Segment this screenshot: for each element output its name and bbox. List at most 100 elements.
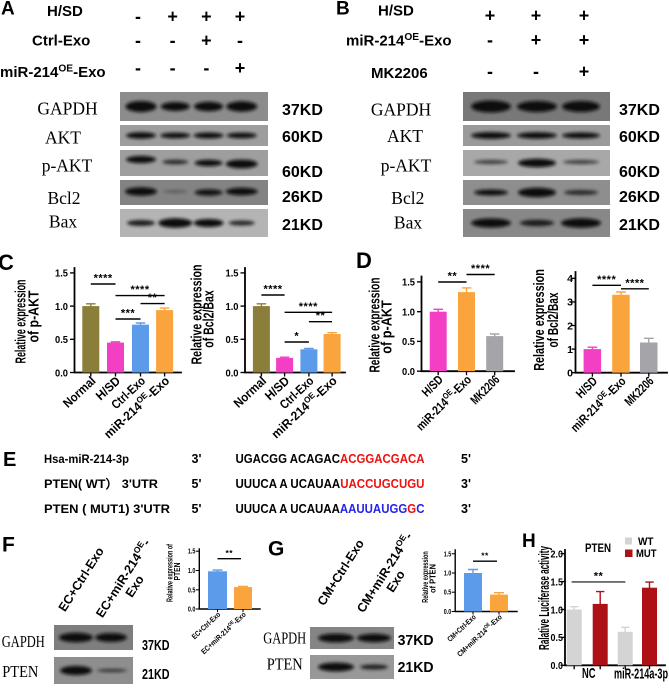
svg-text:PTEN( WT） 3'UTR: PTEN( WT） 3'UTR: [44, 476, 158, 491]
svg-text:**: **: [225, 548, 233, 558]
svg-text:of p-AKT: of p-AKT: [27, 290, 43, 342]
svg-text:+: +: [235, 7, 246, 27]
svg-text:0.0: 0.0: [551, 660, 564, 672]
svg-text:37KD: 37KD: [282, 102, 323, 119]
svg-text:60KD: 60KD: [619, 164, 660, 181]
svg-text:3: 3: [567, 297, 573, 309]
svg-text:****: ****: [94, 273, 113, 285]
svg-text:****: ****: [130, 284, 149, 296]
svg-text:0.5: 0.5: [402, 336, 415, 348]
svg-text:GAPDH: GAPDH: [371, 100, 432, 120]
svg-text:MK2206: MK2206: [371, 65, 428, 82]
svg-text:Relative expression: Relative expression: [368, 278, 384, 373]
svg-text:of Bcl2/Bax: of Bcl2/Bax: [545, 292, 562, 347]
svg-text:AKT: AKT: [387, 126, 423, 146]
svg-text:1: 1: [567, 344, 573, 356]
svg-text:MUT: MUT: [636, 548, 657, 560]
svg-text:**: **: [594, 570, 604, 582]
svg-text:5': 5': [192, 502, 202, 516]
svg-text:1.0: 1.0: [551, 604, 564, 616]
svg-text:37KD: 37KD: [619, 102, 660, 119]
svg-text:0.0: 0.0: [226, 367, 239, 379]
svg-text:Bcl2: Bcl2: [391, 188, 424, 208]
svg-text:1.5: 1.5: [551, 576, 564, 588]
svg-text:0.5: 0.5: [551, 632, 564, 644]
svg-text:****: ****: [263, 284, 282, 296]
svg-text:C: C: [0, 250, 14, 275]
svg-text:3': 3': [461, 477, 471, 491]
svg-text:NC: NC: [582, 665, 596, 682]
svg-text:****: ****: [471, 263, 490, 275]
svg-text:+: +: [531, 6, 542, 26]
svg-text:Bcl2: Bcl2: [47, 188, 80, 208]
svg-text:miR-214OE-Exo: miR-214OE-Exo: [346, 32, 452, 50]
svg-text:Relative expression: Relative expression: [14, 280, 30, 364]
svg-text:p-AKT: p-AKT: [42, 156, 93, 176]
svg-text:21KD: 21KD: [619, 217, 660, 234]
svg-text:Relative expression: Relative expression: [531, 269, 548, 371]
svg-text:**: **: [448, 271, 458, 283]
svg-text:GAPDH: GAPDH: [263, 629, 306, 648]
svg-text:p-AKT: p-AKT: [381, 156, 432, 176]
svg-text:A: A: [1, 0, 15, 20]
svg-text:0.0: 0.0: [402, 366, 415, 378]
svg-text:-: -: [135, 58, 141, 78]
svg-text:UUUCA A UCAUAAAAUUAUGGGC: UUUCA A UCAUAAAAUUAUGGGC: [236, 501, 426, 516]
svg-text:**: **: [316, 310, 326, 322]
svg-text:21KD: 21KD: [142, 666, 170, 683]
svg-text:5': 5': [461, 452, 471, 466]
svg-text:60KD: 60KD: [282, 129, 323, 146]
svg-text:3': 3': [192, 452, 202, 466]
svg-text:**: **: [148, 292, 158, 304]
svg-text:UGACGG ACAGACACGGACGACA: UGACGG ACAGACACGGACGACA: [236, 451, 426, 466]
svg-text:60KD: 60KD: [282, 164, 323, 181]
svg-text:1.0: 1.0: [444, 571, 452, 578]
svg-text:GAPDH: GAPDH: [2, 632, 45, 651]
svg-text:-: -: [170, 58, 176, 78]
svg-text:26KD: 26KD: [619, 189, 660, 206]
svg-text:-: -: [487, 30, 493, 50]
svg-text:1.5: 1.5: [226, 268, 239, 280]
svg-text:E: E: [3, 449, 16, 471]
svg-text:-: -: [237, 31, 243, 51]
svg-text:Relative expression: Relative expression: [190, 265, 206, 365]
svg-text:****: ****: [597, 274, 616, 286]
svg-text:0.0: 0.0: [188, 607, 196, 614]
svg-text:0.5: 0.5: [444, 590, 452, 597]
svg-text:1.5: 1.5: [402, 277, 415, 289]
svg-text:0.5: 0.5: [188, 587, 196, 594]
svg-text:*: *: [294, 331, 299, 343]
svg-text:+: +: [579, 6, 590, 26]
svg-text:PTEN: PTEN: [2, 662, 38, 681]
svg-text:PTEN: PTEN: [267, 655, 303, 674]
svg-text:1.0: 1.0: [188, 568, 196, 575]
svg-text:AKT: AKT: [45, 128, 81, 148]
svg-text:1.0: 1.0: [55, 301, 68, 313]
svg-text:-: -: [170, 31, 176, 51]
svg-text:**: **: [481, 551, 489, 561]
svg-text:****: ****: [299, 301, 318, 313]
svg-text:37KD: 37KD: [142, 637, 170, 654]
svg-text:PTEN ( MUT1) 3'UTR: PTEN ( MUT1) 3'UTR: [44, 502, 170, 516]
svg-text:Bax: Bax: [49, 212, 77, 232]
svg-text:2: 2: [567, 320, 573, 332]
svg-text:B: B: [336, 0, 350, 20]
svg-text:WT: WT: [638, 536, 654, 548]
svg-text:1.5: 1.5: [55, 268, 68, 280]
svg-text:****: ****: [625, 277, 644, 289]
svg-text:-: -: [135, 7, 141, 27]
svg-text:PTEN: PTEN: [585, 543, 611, 555]
svg-text:miR-214a-3p: miR-214a-3p: [614, 666, 668, 683]
svg-text:21KD: 21KD: [398, 659, 434, 676]
svg-text:+: +: [201, 7, 212, 27]
svg-text:1.5: 1.5: [188, 549, 196, 556]
svg-text:21KD: 21KD: [282, 217, 323, 234]
svg-text:0: 0: [567, 367, 573, 379]
svg-text:+: +: [579, 62, 590, 82]
svg-text:+: +: [531, 30, 542, 50]
svg-text:G: G: [268, 538, 284, 561]
svg-text:3': 3': [461, 502, 471, 516]
svg-text:0.0: 0.0: [444, 609, 452, 616]
svg-text:+: +: [167, 7, 178, 27]
svg-text:***: ***: [121, 308, 136, 320]
